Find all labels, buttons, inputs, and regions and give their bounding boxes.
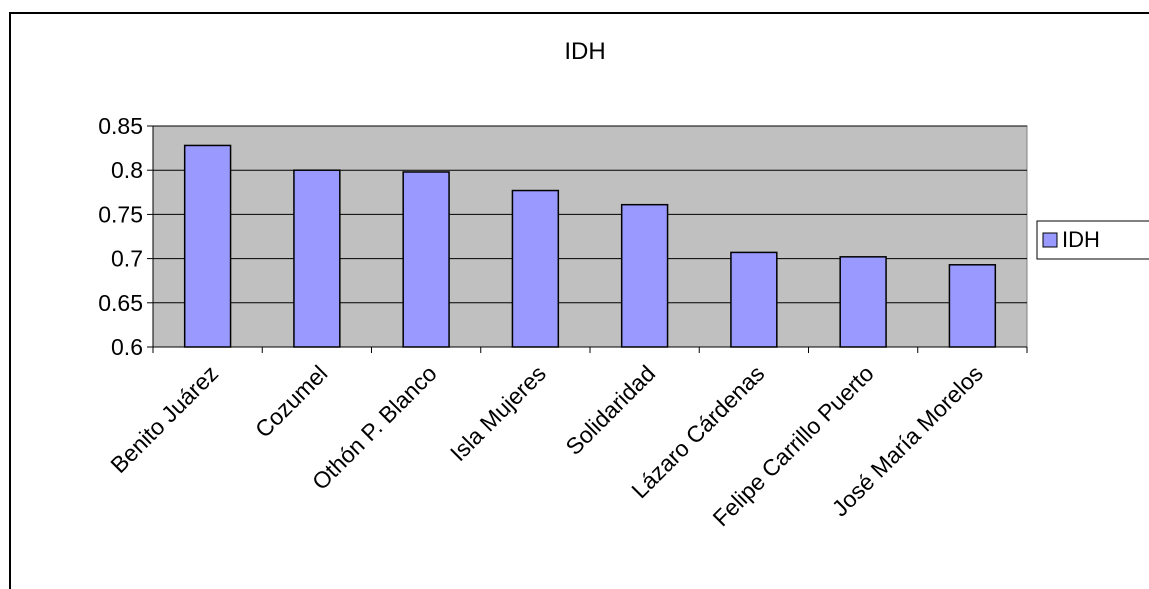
- y-tick-label: 0.8: [111, 157, 143, 183]
- bar: [402, 171, 450, 348]
- y-tick-label: 0.75: [98, 201, 143, 227]
- chart-title: IDH: [564, 38, 605, 65]
- legend-swatch: [1042, 232, 1058, 248]
- y-tick-label: 0.65: [98, 290, 143, 316]
- plot-area: [152, 125, 1028, 348]
- bar: [948, 264, 997, 348]
- bars: [183, 144, 997, 348]
- bar: [293, 169, 341, 348]
- legend: IDH: [1036, 220, 1149, 260]
- bar: [839, 256, 887, 348]
- y-tick-label: 0.7: [111, 246, 143, 272]
- y-tick-label: 0.85: [98, 113, 143, 139]
- bar: [620, 203, 669, 348]
- bar: [183, 144, 232, 348]
- legend-label: IDH: [1062, 227, 1100, 252]
- bar: [730, 251, 778, 348]
- y-tick-labels: 0.6 0.65 0.7 0.75 0.8 0.85: [98, 113, 143, 360]
- axes: [147, 125, 1028, 353]
- y-tick-label: 0.6: [111, 334, 143, 360]
- bar: [511, 189, 560, 348]
